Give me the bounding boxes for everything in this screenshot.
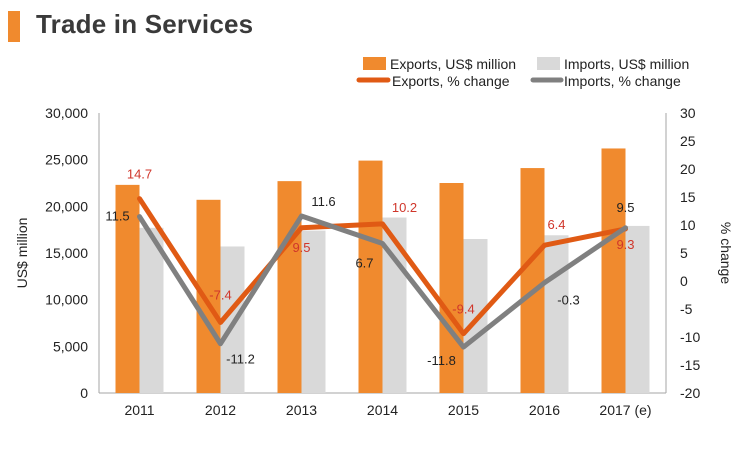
legend-exports-bar-label: Exports, US$ million [390,56,516,72]
exports-change-line [137,196,628,337]
exports-change-data-label: 14.7 [127,167,152,182]
right-axis-title: % change [718,222,734,284]
exports-bar [601,148,626,393]
imports-change-data-label: -0.3 [557,293,579,308]
imports-bar [625,225,650,393]
exports-change-data-label: 9.5 [292,240,310,255]
imports-change-data-label: 11.5 [105,209,129,224]
left-axis-tick-label: 30,000 [45,105,88,121]
imports-bar [463,239,488,393]
left-axis-tick-label: 15,000 [45,245,88,261]
exports-bar [520,168,545,393]
exports-bar [358,160,383,393]
x-axis-tick-label: 2012 [205,402,236,418]
title-accent-bar [8,11,20,42]
left-axis-tick-label: 25,000 [45,152,88,168]
left-axis-tick-label: 5,000 [53,338,88,354]
right-axis-tick-label: 15 [680,189,696,205]
x-axis-tick-label: 2014 [367,402,398,418]
right-axis-tick-label: -10 [680,329,700,345]
right-axis-tick-label: -15 [680,357,700,373]
exports-change-data-label: 9.3 [616,237,634,252]
left-axis-tick-label: 0 [80,385,88,401]
left-axis-title: US$ million [14,218,30,289]
left-axis-tick-label: 10,000 [45,292,88,308]
right-axis-tick-label: 0 [680,273,688,289]
x-axis-tick-label: 2011 [124,402,154,418]
exports-change-data-label: 6.4 [547,217,565,232]
exports-bar [277,181,302,393]
imports-change-data-label: 11.6 [311,194,335,209]
right-axis-tick-label: -20 [680,385,700,401]
legend-exports-line-label: Exports, % change [392,73,510,89]
imports-change-data-label: 9.5 [616,200,634,215]
x-axis-tick-label: 2013 [286,402,317,418]
right-axis-tick-label: 30 [680,105,696,121]
imports-change-data-label: 6.7 [355,255,373,270]
exports-bar [439,183,464,393]
right-axis-tick-label: 25 [680,133,696,149]
x-axis-tick-label: 2016 [529,402,560,418]
imports-change-data-label: -11.8 [427,353,456,368]
exports-change-data-label: 10.2 [392,200,417,215]
left-axis-tick-label: 20,000 [45,198,88,214]
imports-bar [139,227,164,393]
x-axis-tick-label: 2017 (e) [599,402,651,418]
legend-imports-bar-label: Imports, US$ million [564,56,689,72]
legend-exports-bar-swatch [363,57,386,70]
right-axis-tick-label: 10 [680,217,696,233]
exports-bar [115,184,140,393]
legend-imports-line-label: Imports, % change [564,73,681,89]
legend-imports-bar-swatch [537,57,560,70]
page-title: Trade in Services [36,9,254,39]
imports-bar [301,230,326,393]
imports-change-line [137,213,628,350]
exports-change-data-label: -7.4 [209,287,231,302]
right-axis-tick-label: -5 [680,301,693,317]
imports-bar [544,235,569,393]
exports-change-data-label: -9.4 [452,302,474,317]
x-axis-tick-label: 2015 [448,402,479,418]
imports-change-data-label: -11.2 [226,352,255,367]
right-axis-tick-label: 5 [680,245,688,261]
right-axis-tick-label: 20 [680,161,696,177]
